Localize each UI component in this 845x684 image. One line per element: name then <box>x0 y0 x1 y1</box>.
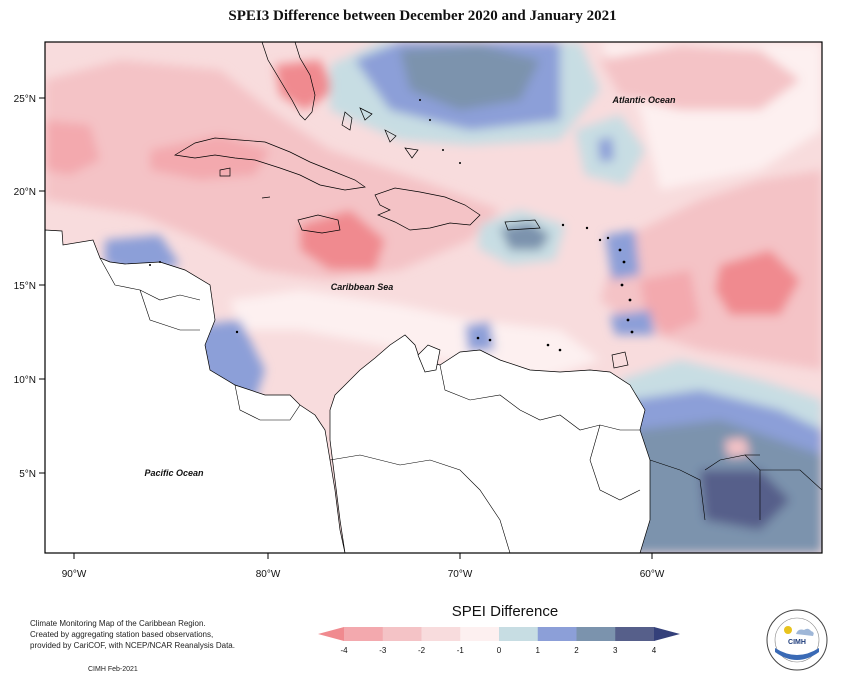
map-title: SPEI3 Difference between December 2020 a… <box>228 8 617 24</box>
island-bahamas-3 <box>404 147 419 159</box>
lat-tick-label: 10°N <box>14 375 36 386</box>
lon-tick-label: 60°W <box>640 569 665 580</box>
lon-tick-label: 90°W <box>62 569 87 580</box>
legend-tick-label: -3 <box>379 646 387 655</box>
island-jamaica <box>297 214 341 234</box>
legend-tick-label: 2 <box>574 646 579 655</box>
label-atlantic-ocean: Atlantic Ocean <box>611 95 676 105</box>
legend-swatch <box>654 627 680 641</box>
legend-tick-label: 3 <box>613 646 618 655</box>
legend-colorbar <box>318 627 680 641</box>
axis-ticks <box>39 97 653 559</box>
field-red-cuba <box>150 135 270 180</box>
spei-field: Atlantic Ocean Caribbean Sea Pacific Oce… <box>45 42 822 553</box>
legend-tick-label: 4 <box>652 646 657 655</box>
label-caribbean-sea: Caribbean Sea <box>331 282 394 292</box>
credits-line: Climate Monitoring Map of the Caribbean … <box>30 619 206 628</box>
field-near-zero-south <box>230 290 600 380</box>
legend-swatch <box>576 627 616 641</box>
field-blue-abc <box>465 322 495 352</box>
lon-tick-label: 70°W <box>448 569 473 580</box>
credits-date: CIMH Feb-2021 <box>88 666 138 673</box>
field-red-windward <box>640 270 700 335</box>
legend-swatch <box>421 627 461 641</box>
land-south-america <box>329 334 651 553</box>
island-isle-of-youth <box>219 167 231 177</box>
credits-line: Created by aggregating station based obs… <box>30 630 214 639</box>
legend-tick-label: -4 <box>340 646 348 655</box>
legend-swatch <box>382 627 422 641</box>
field-redspot-guiana <box>725 438 750 457</box>
island-trinidad <box>611 351 629 369</box>
cloud-icon <box>796 628 814 636</box>
field-blue-east <box>598 137 614 162</box>
field-blue-guiana-darkest <box>700 470 790 530</box>
label-pacific-ocean: Pacific Ocean <box>144 468 204 478</box>
field-light-red-north <box>600 45 800 110</box>
field-light-red-west <box>45 60 500 280</box>
field-red-florida <box>275 60 335 110</box>
field-blue-pr-core <box>500 222 550 250</box>
legend-title: SPEI Difference <box>451 603 559 620</box>
country-borders <box>99 257 822 553</box>
legend-swatch <box>460 627 500 641</box>
island-cayman <box>261 196 271 199</box>
legend-swatch <box>615 627 655 641</box>
legend-swatch <box>499 627 539 641</box>
island-cuba <box>173 137 366 191</box>
credits-line: provided by CariCOF, with NCEP/NCAR Rean… <box>30 641 235 650</box>
lat-tick-label: 20°N <box>14 187 36 198</box>
island-hispaniola <box>374 187 481 231</box>
lat-tick-label: 15°N <box>14 281 36 292</box>
legend-tick-label: 0 <box>497 646 502 655</box>
field-blue-antilles <box>605 230 640 280</box>
islands <box>173 42 629 369</box>
lat-tick-label: 25°N <box>14 94 36 105</box>
land-paraguana <box>417 344 441 373</box>
sun-icon <box>784 626 792 634</box>
legend-swatch <box>344 627 384 641</box>
legend-tick-labels: -4 -3 -2 -1 0 1 2 3 4 <box>340 646 656 655</box>
cimh-logo: CIMH <box>766 609 828 671</box>
island-puerto-rico <box>504 219 541 231</box>
logo-text: CIMH <box>788 639 806 646</box>
island-andros <box>341 111 353 131</box>
field-red-gulf <box>45 120 100 175</box>
legend-tick-label: -1 <box>457 646 465 655</box>
lat-tick-label: 5°N <box>19 469 36 480</box>
small-islands <box>149 99 634 352</box>
field-red-jamaica <box>300 210 385 270</box>
map-frame <box>44 41 823 554</box>
lon-tick-label: 80°W <box>256 569 281 580</box>
credits-block: Climate Monitoring Map of the Caribbean … <box>30 618 240 651</box>
field-blue-lesser <box>610 310 655 335</box>
field-red-atlantic <box>715 250 800 315</box>
legend-tick-label: -2 <box>418 646 426 655</box>
field-blue-bahamas-dark <box>400 45 540 110</box>
island-florida <box>261 42 316 121</box>
island-bahamas-1 <box>359 107 373 121</box>
legend-swatch <box>318 627 344 641</box>
legend-swatch <box>537 627 577 641</box>
legend-tick-label: 1 <box>536 646 541 655</box>
island-bahamas-2 <box>384 129 397 143</box>
